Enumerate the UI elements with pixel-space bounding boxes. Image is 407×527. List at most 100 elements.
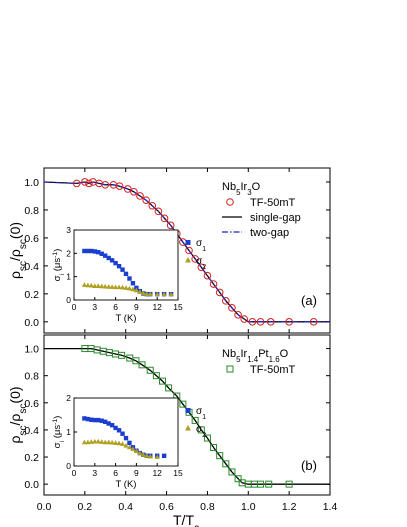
inset-sigma2-point: [161, 291, 167, 297]
y-axis-label: ρsc/ρsc(0): [7, 222, 29, 279]
panel-label: (b): [301, 458, 317, 473]
data-point: [130, 187, 138, 196]
inset-sigma2-point: [140, 290, 146, 295]
inset-sigma2-point: [116, 440, 122, 446]
inset-sigma1-point: [85, 248, 91, 254]
inset-sigma2-point: [88, 439, 94, 444]
data-point: [142, 196, 150, 204]
data-point: [132, 357, 140, 365]
data-point: [222, 460, 230, 468]
inset-x-tick-label: 12: [152, 302, 162, 312]
inset-sigma2-point: [130, 286, 136, 292]
inset-sigma1-point: [106, 421, 111, 426]
inset-sigma2-point: [102, 439, 108, 445]
x-tick-label: 0.4: [118, 501, 133, 513]
data-point: [81, 178, 89, 186]
data-point: [285, 318, 293, 326]
data-point: [203, 434, 211, 442]
inset-sigma2-point: [140, 452, 146, 457]
y-axis-label-part: ρ: [7, 436, 23, 444]
inset-sigma1-point: [116, 428, 122, 433]
inset-sigma2-point: [106, 439, 112, 445]
y-tick-label: 0.4: [24, 261, 39, 273]
y-tick-label: 0.6: [24, 398, 39, 410]
fit-line-two-gap: [43, 181, 330, 323]
data-point: [228, 304, 236, 312]
inset-y-label-part: (μs: [52, 258, 63, 274]
inset-sigma2-point: [137, 450, 143, 456]
inset-sigma2-point: [147, 453, 153, 459]
inset-sigma2-point: [119, 441, 126, 446]
inset-sigma2-point: [119, 284, 126, 290]
y-axis-label-part: sc: [18, 404, 29, 414]
data-point: [240, 315, 248, 323]
inset-sigma1-point: [120, 267, 125, 272]
x-tick-label: 1.4: [323, 501, 338, 513]
inset-sigma2-point: [95, 438, 101, 444]
inset-y-label-part: ): [52, 416, 63, 419]
inset-sigma2-point: [81, 439, 87, 445]
inset-x-tick-label: 15: [173, 302, 183, 312]
inset-sigma2-point: [130, 446, 136, 451]
legend-compound-part: 1.6: [269, 355, 281, 364]
inset-sigma2-point: [102, 283, 108, 289]
inset-x-tick-label: 6: [113, 302, 118, 312]
data-point: [216, 452, 224, 460]
data-point: [197, 263, 206, 272]
data-point: [165, 384, 173, 392]
inset-sigma1-point: [89, 417, 94, 422]
data-point: [152, 372, 160, 380]
inset-sigma1-point: [113, 425, 118, 431]
inset-legend-marker: [185, 408, 191, 413]
data-point: [118, 351, 126, 359]
inset-sigma1-point: [82, 248, 87, 254]
data-point: [203, 271, 212, 280]
inset-y-label-part: (μs: [52, 425, 63, 441]
inset-sigma1-point: [85, 416, 91, 422]
legend-compound-part: Ir: [240, 348, 247, 360]
inset-x-label: T (K): [116, 479, 137, 490]
inset-sigma2-point: [168, 291, 174, 297]
inset-sigma2-point: [116, 284, 122, 290]
inset-x-tick-label: 3: [92, 302, 97, 312]
inset-legend-marker: [185, 240, 191, 245]
data-point: [257, 480, 265, 488]
x-tick-label: 1.0: [241, 501, 256, 513]
y-tick-label: 0.8: [24, 205, 39, 217]
inset-legend-marker: [185, 257, 191, 263]
legend-compound-part: Pt: [258, 348, 268, 360]
inset-sigma1-point: [109, 258, 115, 263]
inset-y-label-part: -1: [52, 252, 59, 258]
y-tick-label: 1.0: [24, 344, 39, 356]
inset-sigma1-point: [127, 440, 132, 446]
data-point: [136, 192, 144, 200]
legend-compound-part: O: [252, 181, 261, 193]
inset-sigma1-point: [113, 260, 118, 266]
inset-sigma2-point: [99, 283, 105, 289]
inset-sigma1-point: [116, 263, 122, 269]
data-point: [285, 480, 293, 488]
inset-sigma2-point: [133, 448, 139, 454]
x-tick-label: 0.2: [78, 501, 93, 513]
inset-sigma1-point: [123, 271, 129, 277]
inset-sigma1-point: [103, 419, 108, 424]
y-axis-label-part: sc: [18, 426, 29, 436]
inset-y-tick-label: 0: [66, 461, 71, 471]
y-tick-label: 0.0: [24, 317, 39, 329]
inset-legend-label: σ1: [196, 238, 206, 253]
inset-legend-label-part: σ: [196, 406, 203, 417]
y-tick-label: 0.0: [24, 479, 39, 491]
inset-legend-label-part: σ: [196, 238, 203, 249]
data-point: [179, 400, 187, 408]
legend-label: TF-50mT: [250, 197, 296, 209]
data-point: [191, 416, 199, 424]
inset-sigma2-point: [144, 291, 150, 296]
inset-sigma2-point: [88, 282, 94, 288]
inset-y-tick-label: 2: [66, 248, 71, 258]
data-point: [166, 221, 175, 230]
y-tick-label: 0.6: [24, 233, 39, 245]
legend-compound-part: Nb: [222, 181, 236, 193]
inset-sigma1-point: [109, 423, 115, 428]
data-point: [191, 255, 199, 263]
